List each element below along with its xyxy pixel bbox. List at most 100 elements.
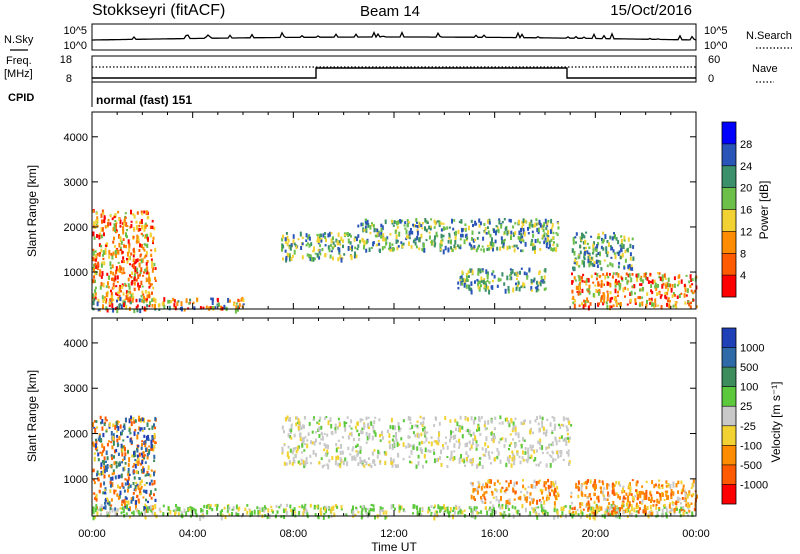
echo-cell [141,290,144,294]
echo-cell [507,289,510,294]
echo-cell [605,249,608,254]
echo-cell [119,486,122,489]
echo-cell [115,266,118,271]
echo-cell [475,489,478,492]
echo-cell [573,266,576,271]
echo-cell [614,254,617,260]
echo-cell [100,227,103,232]
echo-cell [327,515,330,519]
echo-cell [593,261,596,265]
echo-cell [609,245,612,248]
echo-cell [522,479,524,482]
echo-cell [232,506,235,511]
echo-cell [521,249,524,253]
echo-cell [483,491,486,495]
echo-cell [227,297,230,303]
echo-cell [116,280,119,283]
echo-cell [342,460,345,466]
echo-cell [146,243,149,248]
echo-cell [369,225,372,230]
echo-cell [137,239,140,244]
echo-cell [529,511,532,517]
echo-cell [102,282,105,288]
echo-cell [623,239,626,242]
echo-cell [133,470,136,474]
echo-cell [688,492,691,496]
echo-cell [654,284,657,289]
echo-cell [530,286,533,291]
echo-cell [351,245,354,249]
echo-cell [109,214,112,218]
echo-cell [129,438,132,443]
echo-cell [611,489,614,495]
echo-cell [468,242,471,246]
echo-cell [151,506,154,509]
echo-cell [680,279,683,284]
echo-cell [503,444,506,448]
echo-cell [625,502,628,507]
echo-cell [632,256,635,261]
echo-cell [154,426,157,430]
echo-cell [620,235,623,238]
echo-cell [110,498,113,502]
echo-cell [320,511,323,516]
echo-cell [136,509,139,512]
echo-cell [115,231,118,234]
echo-cell [128,255,131,261]
echo-cell [505,462,508,468]
echo-cell [489,233,492,238]
echo-cell [141,460,144,465]
echo-cell [141,224,143,230]
echo-cell [116,291,119,294]
echo-cell [471,230,474,235]
echo-cell [588,494,591,498]
echo-cell [366,219,369,224]
echo-cell [531,289,533,292]
echo-cell [690,502,693,505]
echo-cell [101,209,104,213]
echo-cell [475,443,478,448]
echo-cell [616,272,618,276]
echo-cell [143,224,146,229]
echo-cell [135,470,138,474]
echo-cell [170,300,173,304]
echo-cell [297,238,300,241]
echo-cell [471,482,474,486]
echo-cell [591,507,594,512]
echo-cell [327,245,330,250]
echo-cell [92,251,95,256]
echo-cell [391,462,394,468]
echo-cell [123,445,126,448]
echo-cell [664,291,667,295]
echo-cell [324,417,327,420]
echo-cell [349,254,352,258]
echo-cell [236,307,239,312]
echo-cell [111,472,114,476]
echo-cell [389,248,392,252]
echo-cell [630,264,633,268]
echo-cell [477,285,480,290]
echo-cell [595,512,598,515]
echo-cell [693,507,696,512]
date-label: 15/Oct/2016 [610,2,692,19]
echo-cell [499,415,502,420]
echo-cell [148,419,151,422]
echo-cell [438,430,440,433]
echo-cell [124,212,127,215]
echo-cell [353,237,356,242]
echo-cell [176,506,179,512]
echo-cell [140,244,143,249]
echo-cell [153,226,156,231]
echo-cell [144,289,147,294]
echo-cell [579,250,582,255]
echo-cell [680,489,683,493]
echo-cell [530,278,533,284]
echo-cell [140,427,143,430]
echo-cell [355,450,358,453]
echo-cell [501,437,504,441]
echo-cell [297,445,300,449]
echo-cell [302,459,305,465]
echo-cell [303,416,306,420]
echo-cell [117,484,119,489]
echo-cell [549,454,551,457]
